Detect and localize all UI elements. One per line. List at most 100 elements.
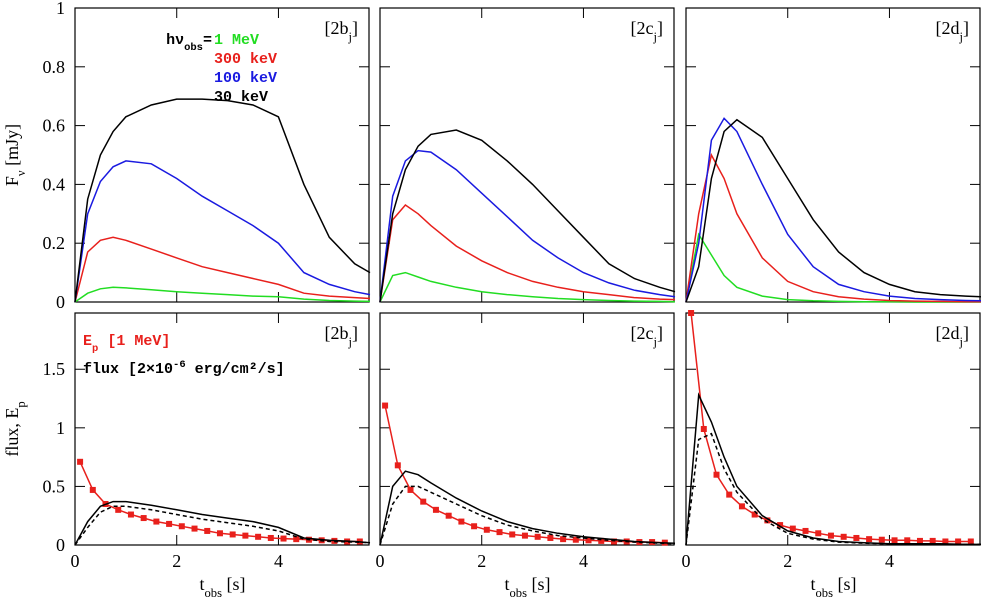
y-tick-label: 0.6 [43, 116, 66, 136]
marker [216, 530, 223, 537]
label: flux, Ep [2, 401, 28, 456]
text-part: obs [184, 42, 203, 54]
marker [904, 537, 911, 544]
y-tick-label: 0.2 [43, 233, 66, 253]
marker [713, 471, 720, 478]
marker [191, 525, 198, 532]
text-part: [2c [631, 18, 654, 38]
text-part: j [348, 30, 353, 44]
marker [382, 402, 389, 409]
marker [458, 518, 465, 525]
legend-entry: 1 MeV [214, 32, 259, 49]
line [74, 160, 371, 303]
marker [521, 532, 528, 539]
text-part: [mJy] [2, 124, 22, 171]
text-part: t [199, 574, 204, 594]
marker [585, 537, 592, 544]
text-part: ] [963, 323, 969, 343]
marker [407, 486, 414, 493]
marker [598, 537, 605, 544]
label: [2cj] [631, 323, 663, 349]
marker [432, 506, 439, 513]
text-part: -6 [173, 359, 186, 371]
text-part: j [959, 335, 964, 349]
text-part: ] [352, 18, 358, 38]
text-part: ] [657, 323, 663, 343]
text-part: obs [205, 586, 223, 600]
marker [483, 526, 490, 533]
label: [2bj] [325, 323, 359, 349]
line [685, 392, 981, 546]
panel-frame [685, 312, 981, 546]
line [690, 312, 971, 543]
text-part: obs [510, 586, 528, 600]
marker [140, 515, 147, 522]
panel-frame [74, 312, 370, 546]
marker [840, 533, 847, 540]
text-part: erg/cm²/s] [186, 361, 285, 378]
text-part: flux, E [2, 408, 22, 457]
marker [280, 535, 287, 542]
panel-frame [685, 7, 981, 303]
text-part: flux [2×10 [83, 361, 173, 378]
marker [967, 538, 974, 545]
x-tick-label: 0 [376, 551, 385, 571]
text-part: [2d [936, 323, 960, 343]
line [379, 470, 676, 546]
marker [534, 533, 541, 540]
line [685, 432, 981, 546]
line [379, 129, 676, 303]
label: [2dj] [936, 18, 970, 44]
marker [929, 537, 936, 544]
marker [777, 522, 784, 529]
y-tick-label: 0 [56, 535, 65, 555]
text-part: j [959, 30, 964, 44]
line [379, 203, 676, 303]
marker [751, 511, 758, 518]
y-tick-label: 1 [56, 0, 65, 18]
marker [738, 503, 745, 510]
line [379, 149, 676, 303]
text-part: t [504, 574, 509, 594]
line [379, 271, 676, 303]
text-part: p [92, 343, 98, 355]
line [685, 117, 981, 303]
text-part: ν [14, 170, 28, 176]
marker [878, 536, 885, 543]
marker [700, 426, 707, 432]
marker [610, 538, 617, 545]
label: tobs [s] [504, 574, 550, 600]
marker [572, 536, 579, 543]
marker [688, 310, 695, 316]
marker [77, 458, 84, 465]
text-part: ] [657, 18, 663, 38]
line [74, 236, 371, 303]
line [74, 286, 371, 303]
marker [394, 462, 401, 469]
text-part: t [810, 574, 815, 594]
line [384, 405, 665, 544]
text-part: ] [352, 323, 358, 343]
line [379, 485, 676, 546]
legend-entry: 100 keV [214, 70, 277, 87]
panel-frame [379, 312, 675, 546]
marker [891, 537, 898, 544]
x-tick-label: 2 [477, 551, 486, 571]
text-part: p [14, 401, 28, 407]
text-part: j [653, 335, 658, 349]
text-part: obs [816, 586, 834, 600]
panel-frame [74, 7, 370, 303]
marker [942, 538, 949, 545]
legend-entry: 30 keV [214, 89, 268, 106]
marker [204, 527, 211, 534]
x-tick-label: 2 [783, 551, 792, 571]
marker [815, 530, 822, 537]
line [685, 118, 981, 303]
y-tick-label: 1 [56, 418, 65, 438]
text-part: [2b [325, 18, 349, 38]
marker [267, 534, 274, 541]
label: Ep [1 MeV] [83, 333, 170, 355]
marker [509, 531, 516, 538]
marker [242, 532, 249, 539]
text-part: F [2, 176, 22, 186]
